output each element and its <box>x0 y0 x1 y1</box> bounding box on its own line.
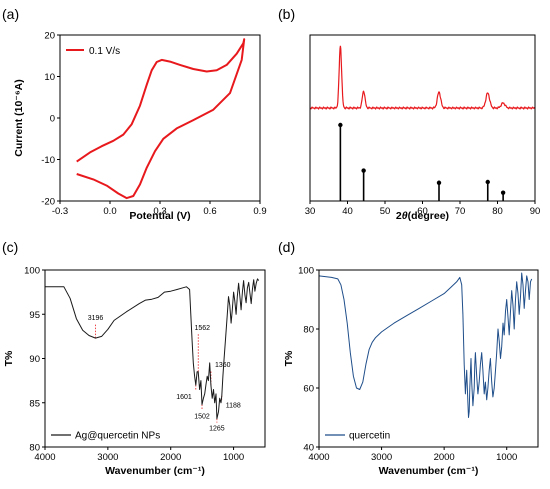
legend-label: 0.1 V/s <box>89 46 120 57</box>
annotation-label: 1562 <box>194 325 210 332</box>
y-tick-label: 40 <box>303 443 314 454</box>
x-tick-label: 30 <box>305 206 316 217</box>
x-tick-label: 50 <box>380 206 391 217</box>
x-tick-label: 0.3 <box>153 206 166 217</box>
annotation-label: 1265 <box>209 426 225 433</box>
reference-marker <box>500 190 506 195</box>
x-axis-label: Wavenumber (cm⁻¹) <box>379 465 479 477</box>
y-tick-label: 60 <box>303 384 314 395</box>
y-tick-label: 80 <box>29 443 40 454</box>
cv-chart: -0.3 0.0 0.3 0.6 0.9 -20 -10 0 10 20 Potential (V)… <box>13 31 267 223</box>
annotation-label: 1601 <box>176 394 192 401</box>
y-tick-label: 100 <box>298 266 314 277</box>
y-tick-label: 10 <box>44 72 55 83</box>
ftir-spectrum <box>318 272 533 418</box>
y-tick-label: 85 <box>29 398 40 409</box>
annotation-label: 1360 <box>215 362 231 369</box>
y-tick-label: 20 <box>44 31 55 42</box>
panel-label-d: (d) <box>278 239 295 255</box>
y-axis-label: Current (10⁻⁶A) <box>13 79 25 156</box>
y-axis-label: T% <box>3 350 15 366</box>
y-tick-label: 90 <box>29 354 40 365</box>
x-tick-label: 4000 <box>308 452 329 463</box>
y-tick-label: 95 <box>29 310 40 321</box>
panel-label-b: (b) <box>278 6 295 22</box>
x-tick-label: 80 <box>492 206 503 217</box>
y-tick-label: 100 <box>24 266 40 277</box>
annotation-label: 3196 <box>88 315 104 322</box>
plot-frame <box>309 34 536 202</box>
x-axis-label-part: 2 <box>396 210 402 222</box>
xrd-chart: 30 40 50 60 70 80 90 2θ(degree) <box>305 34 541 222</box>
ftir-spectrum <box>45 278 260 420</box>
x-tick-label: 60 <box>417 206 428 217</box>
y-tick-label: -20 <box>41 197 55 208</box>
y-axis-label: T% <box>283 350 295 366</box>
x-tick-label: 2000 <box>160 452 181 463</box>
x-tick-label: 0.0 <box>103 206 116 217</box>
x-axis-label: Wavenumber (cm⁻¹) <box>105 465 205 477</box>
panel-label-a: (a) <box>2 6 19 22</box>
x-tick-label: 2000 <box>434 452 455 463</box>
cv-curve <box>76 38 246 200</box>
annotation-label: 1502 <box>194 414 210 421</box>
ftir-quercetin-chart: 4000 3000 2000 1000 40 60 80 100 Wavenumber (cm⁻… <box>283 266 539 477</box>
legend-label: Ag@quercetin NPs <box>75 431 160 442</box>
legend-label: quercetin <box>349 431 390 442</box>
panel-label-c: (c) <box>2 239 18 255</box>
x-tick-label: 4000 <box>34 452 55 463</box>
reference-marker <box>338 122 343 128</box>
x-tick-label: 40 <box>342 206 353 217</box>
y-tick-label: -10 <box>41 155 55 166</box>
ftir-nps-chart: 3196 1601 1562 1502 1360 1265 1188 4000 3000 2000… <box>3 266 266 477</box>
x-axis-label-part: (degree) <box>408 210 449 222</box>
plot-frame <box>318 269 539 448</box>
x-axis-label: Potential (V) <box>129 210 190 222</box>
x-tick-label: 1000 <box>223 452 244 463</box>
xrd-pattern <box>309 45 536 110</box>
reference-marker <box>436 180 442 185</box>
annotation-label: 1188 <box>226 403 241 410</box>
reference-marker <box>361 168 366 173</box>
y-tick-label: 80 <box>303 325 314 336</box>
x-tick-label: 0.6 <box>203 206 216 217</box>
x-tick-label: 0.9 <box>253 206 266 217</box>
x-tick-label: 90 <box>530 206 541 217</box>
x-axis-label: 2θ(degree) <box>396 210 449 222</box>
plot-frame <box>44 269 266 448</box>
reference-marker <box>485 179 490 185</box>
x-tick-label: 3000 <box>97 452 118 463</box>
y-tick-label: 0 <box>50 114 55 125</box>
x-tick-label: -0.3 <box>52 206 68 217</box>
x-axis-label-part: θ <box>402 210 408 222</box>
x-tick-label: 3000 <box>371 452 392 463</box>
x-tick-label: 70 <box>455 206 466 217</box>
x-tick-label: 1000 <box>496 452 517 463</box>
